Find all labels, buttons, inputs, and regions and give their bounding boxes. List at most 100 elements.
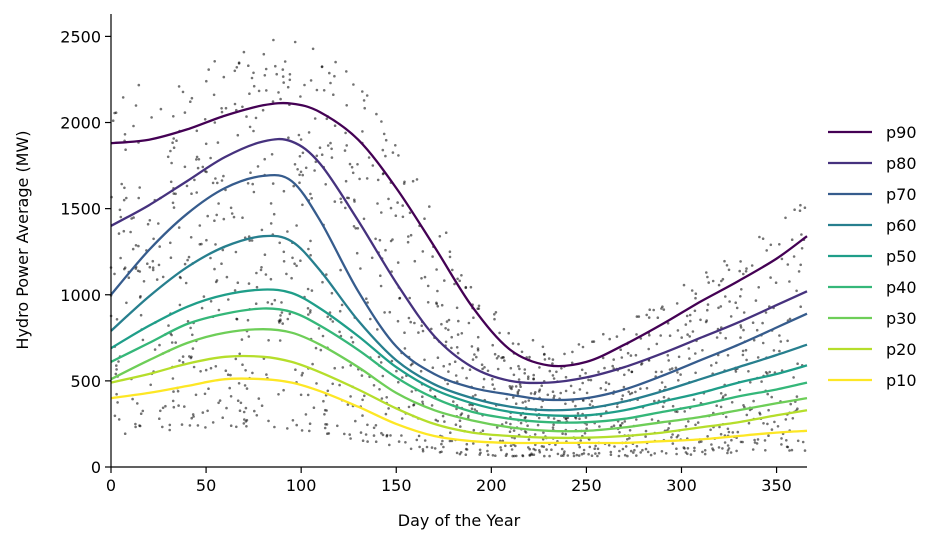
scatter-point xyxy=(407,235,410,238)
scatter-point xyxy=(273,298,277,302)
scatter-point xyxy=(773,420,776,424)
scatter-point xyxy=(518,383,522,386)
scatter-point xyxy=(169,241,172,245)
scatter-point xyxy=(111,119,115,122)
scatter-point xyxy=(269,222,273,225)
scatter-point xyxy=(450,439,454,443)
scatter-point xyxy=(750,264,754,267)
scatter-point xyxy=(269,277,273,281)
scatter-point xyxy=(456,351,460,355)
scatter-point xyxy=(704,320,708,324)
scatter-point xyxy=(211,421,215,424)
scatter-point xyxy=(278,321,281,324)
scatter-point xyxy=(243,418,246,421)
scatter-point xyxy=(582,448,586,452)
scatter-point xyxy=(244,406,248,410)
scatter-point xyxy=(384,154,387,158)
scatter-point xyxy=(301,173,305,177)
scatter-point xyxy=(515,454,518,458)
scatter-point xyxy=(183,262,187,266)
scatter-point xyxy=(468,368,472,372)
legend-label-p50: p50 xyxy=(886,247,917,266)
scatter-point xyxy=(131,247,135,251)
scatter-point xyxy=(756,356,760,359)
scatter-point xyxy=(694,292,698,296)
scatter-point xyxy=(785,439,788,442)
scatter-point xyxy=(171,399,175,403)
scatter-point xyxy=(121,96,125,99)
scatter-point xyxy=(252,84,256,88)
scatter-point xyxy=(138,424,142,428)
scatter-point xyxy=(151,266,155,270)
scatter-point xyxy=(354,419,357,423)
scatter-point xyxy=(514,402,518,406)
scatter-point xyxy=(571,400,575,403)
scatter-point xyxy=(180,423,184,426)
scatter-point xyxy=(529,392,533,395)
scatter-point xyxy=(764,449,767,452)
scatter-point xyxy=(440,442,443,446)
scatter-point xyxy=(137,244,140,248)
scatter-point xyxy=(717,306,720,310)
scatter-point xyxy=(172,146,176,149)
scatter-point xyxy=(511,342,515,345)
scatter-point xyxy=(118,208,122,212)
scatter-point xyxy=(236,281,240,285)
scatter-point xyxy=(482,377,486,381)
scatter-point xyxy=(618,449,621,453)
scatter-point xyxy=(688,313,692,317)
scatter-point xyxy=(202,295,206,298)
scatter-point xyxy=(252,190,256,194)
scatter-point xyxy=(443,420,446,423)
x-tick-label: 0 xyxy=(106,476,116,495)
scatter-point xyxy=(313,169,316,172)
scatter-point xyxy=(528,355,531,359)
scatter-point xyxy=(688,335,691,338)
scatter-point xyxy=(252,129,255,133)
scatter-point xyxy=(627,390,630,394)
scatter-point xyxy=(554,443,557,447)
scatter-point xyxy=(640,362,644,365)
scatter-point xyxy=(348,433,352,436)
scatter-point xyxy=(229,424,233,428)
scatter-point xyxy=(329,317,332,321)
scatter-point xyxy=(139,412,143,416)
scatter-point xyxy=(572,454,576,458)
scatter-point xyxy=(769,276,772,279)
scatter-point xyxy=(709,428,712,432)
scatter-point xyxy=(139,295,142,298)
scatter-point xyxy=(589,378,593,382)
scatter-point xyxy=(572,391,576,395)
scatter-point xyxy=(345,70,348,73)
scatter-point xyxy=(417,434,421,438)
x-tick-label: 100 xyxy=(286,476,317,495)
scatter-point xyxy=(229,395,233,398)
scatter-point xyxy=(178,359,181,362)
scatter-point xyxy=(724,295,727,298)
scatter-point xyxy=(169,149,172,153)
scatter-point xyxy=(738,269,741,273)
scatter-point xyxy=(280,301,283,304)
scatter-point xyxy=(119,256,122,260)
scatter-point xyxy=(684,425,688,428)
scatter-point xyxy=(799,305,802,309)
scatter-point xyxy=(137,196,140,200)
scatter-point xyxy=(170,161,173,165)
scatter-point xyxy=(192,415,195,418)
scatter-point xyxy=(674,366,678,370)
scatter-point xyxy=(726,444,730,447)
scatter-point xyxy=(397,154,400,157)
scatter-point xyxy=(209,300,213,303)
scatter-point xyxy=(232,215,236,219)
scatter-point xyxy=(263,74,267,77)
scatter-point xyxy=(152,237,155,241)
scatter-point xyxy=(321,334,325,338)
scatter-point xyxy=(505,397,509,401)
scatter-point xyxy=(596,447,600,451)
scatter-point xyxy=(411,179,415,183)
scatter-point xyxy=(246,318,250,322)
scatter-point xyxy=(620,356,624,359)
scatter-point xyxy=(758,235,761,239)
scatter-point xyxy=(227,298,230,301)
scatter-point xyxy=(192,365,196,369)
